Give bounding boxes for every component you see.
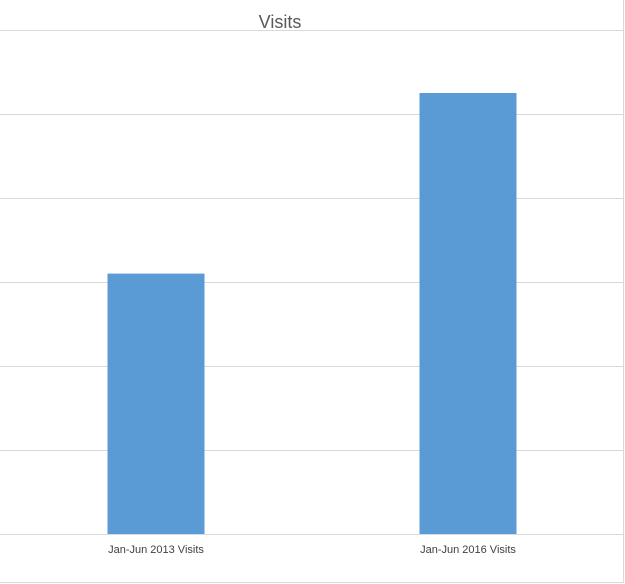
x-tick-label: Jan-Jun 2016 Visits [420,544,516,556]
bar [107,273,205,534]
chart-title: Visits [259,12,302,32]
x-axis-labels: Jan-Jun 2013 Visits Jan-Jun 2016 Visits [108,544,516,556]
x-tick-label: Jan-Jun 2013 Visits [108,544,204,556]
bars [107,93,517,534]
bar [419,93,517,534]
gridlines [0,30,624,535]
